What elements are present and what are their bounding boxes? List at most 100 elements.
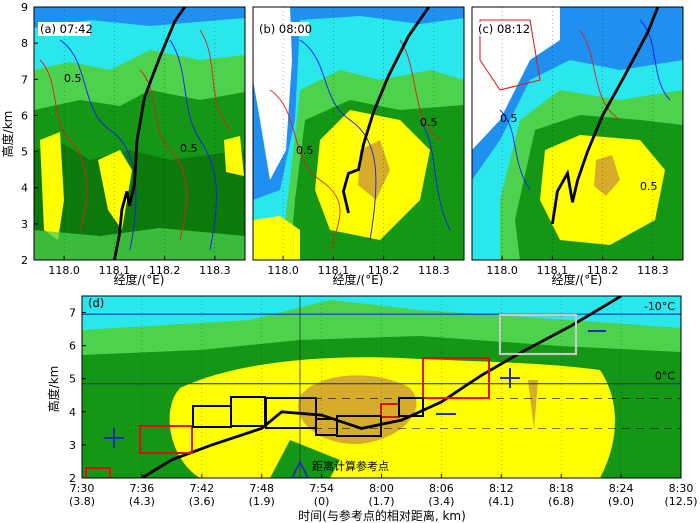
y-axis-label: 高度/km [46, 366, 61, 413]
panel-c-frame [471, 6, 684, 261]
y-tick-label: 6 [21, 109, 28, 122]
y-axis-label: 高度/km [0, 111, 15, 158]
contour-blue-line [169, 39, 217, 251]
gray-box [498, 313, 578, 356]
level-tan-fill [528, 380, 538, 430]
track-line [551, 6, 660, 225]
x-tick-label: 118.3 [637, 264, 669, 277]
level-darkgreen-fill [34, 142, 245, 260]
x-tick-label: 118.2 [149, 264, 181, 277]
contour-red-line [199, 29, 231, 131]
panel-b: 0.5 0.5 (b) 08:00 118.0 118.1 118.2 118.3 经… [252, 6, 465, 287]
contour-label: 0.5 [500, 112, 518, 125]
y-tick-label: 8 [21, 37, 28, 50]
panel-label-box [476, 22, 528, 36]
x-tick-distance-label: (3.4) [428, 495, 454, 508]
panel-b-field [253, 6, 464, 260]
y-tick-label: 7 [69, 307, 76, 320]
x-tick-label: 118.1 [318, 264, 350, 277]
x-tick-label: 7:30 [70, 482, 95, 495]
contour-red-line [39, 59, 88, 231]
red-box [139, 425, 193, 454]
level-yellow-fill [253, 216, 300, 260]
x-tick-distance-label: (6.8) [548, 495, 574, 508]
isotherm-lines [82, 313, 681, 385]
panel-c: 0.5 0.5 (c) 08:12 118.0 118.1 118.2 118.3 经… [471, 6, 684, 287]
contour-red-line [269, 89, 341, 251]
isotherm-label: 0°C [655, 370, 675, 383]
x-axis-ticks: 118.0 118.1 118.2 118.3 [267, 7, 450, 277]
contour-label: 0.5 [296, 144, 314, 157]
panel-a-label: (a) 07:42 [40, 22, 93, 36]
x-axis-ticks: 118.0 118.1 118.2 118.3 [486, 7, 669, 277]
level-green-fill [270, 440, 340, 478]
x-tick-label: 118.1 [99, 264, 131, 277]
panel-c-field [472, 6, 683, 260]
x-axis-label: 时间(与参考点的相对距离, km) [298, 508, 466, 523]
x-tick-label: 7:36 [130, 482, 155, 495]
contour-blue-line [499, 109, 531, 191]
x-tick-label: 7:54 [309, 482, 334, 495]
x-tick-label: 118.3 [199, 264, 231, 277]
y-tick-label: 6 [69, 340, 76, 353]
track-line [141, 296, 622, 478]
x-tick-distance-label: (1.7) [368, 495, 394, 508]
red-box [85, 467, 111, 478]
x-axis-label: 经度/(°E) [333, 272, 384, 287]
contour-red-line [479, 19, 541, 91]
x-tick-label: 7:48 [249, 482, 274, 495]
y-tick-label: 2 [69, 472, 76, 485]
y-tick-label: 4 [21, 182, 28, 195]
x-tick-distance-label: (1.9) [249, 495, 275, 508]
x-tick-distance-label: (4.3) [129, 495, 155, 508]
x-axis-label: 经度/(°E) [114, 272, 165, 287]
panel-b-frame [252, 6, 465, 261]
y-tick-label: 3 [69, 439, 76, 452]
x-tick-label: 7:42 [189, 482, 214, 495]
x-tick-label: 8:06 [429, 482, 454, 495]
y-tick-label: 5 [69, 373, 76, 386]
x-axis-ticks: 7:30(3.8) 7:36(4.3) 7:42(3.6) 7:48(1.9) 7:54… [69, 296, 698, 508]
reference-point-label: 距离计算参考点 [312, 459, 389, 473]
x-tick-label: 118.3 [418, 264, 450, 277]
x-tick-label: 8:24 [609, 482, 634, 495]
x-tick-label: 118.0 [48, 264, 80, 277]
panel-d-field [82, 296, 681, 478]
reference-triangle-icon [290, 459, 310, 478]
level-lightgreen-fill [34, 228, 245, 260]
level-white-fill [253, 7, 292, 180]
black-box [265, 397, 317, 429]
x-tick-label: 8:18 [549, 482, 574, 495]
y-tick-label: 9 [21, 1, 28, 14]
track-line [113, 6, 186, 260]
x-tick-distance-label: (3.6) [189, 495, 215, 508]
plus-marker [500, 368, 520, 388]
y-tick-label: 2 [21, 254, 28, 267]
panel-a-field [34, 6, 245, 260]
level-tan-fill [594, 155, 620, 196]
x-tick-label: 8:00 [369, 482, 394, 495]
level-yellow-fill [98, 150, 132, 230]
contour-red-line [399, 39, 441, 141]
level-yellow-fill [40, 132, 64, 240]
x-axis-label: 经度/(°E) [552, 272, 603, 287]
level-tan-fill [298, 375, 417, 445]
contour-red-line [139, 69, 188, 241]
blue-markers [104, 330, 606, 448]
panel-a-frame [33, 6, 246, 261]
contour-blue-line [419, 119, 451, 231]
isotherm-labels: -10°C 0°C [644, 300, 675, 382]
contour-red-line [579, 29, 621, 121]
plus-marker [104, 428, 124, 448]
red-boxes [85, 357, 490, 478]
y-tick-label: 7 [21, 73, 28, 86]
contour-blue-line [639, 19, 671, 101]
panel-label-box [38, 22, 90, 36]
x-tick-label: 118.2 [587, 264, 619, 277]
panel-label-box [257, 22, 309, 36]
x-tick-distance-label: (0) [314, 495, 330, 508]
x-tick-distance-label: (4.1) [488, 495, 514, 508]
x-tick-distance-label: (3.8) [69, 495, 95, 508]
